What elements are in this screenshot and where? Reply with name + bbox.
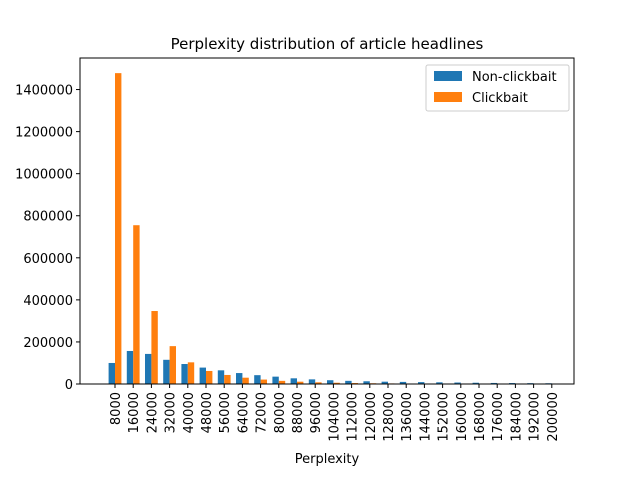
chart-title: Perplexity distribution of article headl… bbox=[171, 35, 484, 53]
bar-clickbait-80000 bbox=[278, 380, 286, 384]
bar-non-clickbait-56000 bbox=[217, 370, 225, 384]
x-tick-label: 96000 bbox=[309, 392, 324, 433]
x-axis: 8000 16000 24000 32000 40000 48000 56000 64000 7… bbox=[109, 384, 561, 442]
legend: Non-clickbait Clickbait bbox=[425, 64, 570, 112]
x-tick-label: 128000 bbox=[382, 392, 397, 442]
x-tick-label: 168000 bbox=[473, 392, 488, 442]
y-tick-label: 800000 bbox=[23, 210, 73, 225]
x-tick-label: 184000 bbox=[509, 392, 524, 442]
y-axis: 0 200000 400000 600000 800000 1000000 1200000 1… bbox=[15, 84, 80, 393]
bar-clickbait-56000 bbox=[224, 374, 231, 384]
bar-non-clickbait-112000 bbox=[345, 380, 352, 384]
bar-non-clickbait-144000 bbox=[418, 382, 425, 384]
y-tick-label: 1000000 bbox=[15, 168, 73, 183]
bar-clickbait-24000 bbox=[151, 311, 158, 384]
x-tick-label: 48000 bbox=[200, 392, 215, 433]
legend-swatch-non-clickbait bbox=[434, 71, 462, 81]
bar-clickbait-16000 bbox=[133, 225, 140, 384]
y-tick-label: 200000 bbox=[23, 336, 73, 351]
bar-non-clickbait-16000 bbox=[126, 350, 134, 384]
bar-non-clickbait-128000 bbox=[381, 381, 388, 384]
x-tick-label: 56000 bbox=[218, 392, 233, 433]
x-tick-label: 144000 bbox=[418, 392, 433, 442]
bar-non-clickbait-72000 bbox=[254, 375, 261, 384]
bar-non-clickbait-48000 bbox=[199, 367, 206, 384]
bar-clickbait-8000 bbox=[115, 73, 122, 384]
bar-non-clickbait-32000 bbox=[163, 359, 170, 384]
x-axis-title: Perplexity bbox=[295, 452, 360, 467]
bar-clickbait-104000 bbox=[333, 382, 340, 384]
bar-non-clickbait-136000 bbox=[399, 381, 407, 384]
x-tick-label: 80000 bbox=[273, 392, 288, 433]
y-tick-label: 600000 bbox=[23, 252, 73, 267]
bar-non-clickbait-176000 bbox=[490, 382, 498, 384]
bar-clickbait-40000 bbox=[187, 362, 195, 384]
legend-label-non-clickbait: Non-clickbait bbox=[472, 70, 557, 85]
bar-non-clickbait-40000 bbox=[181, 364, 188, 384]
bar-non-clickbait-104000 bbox=[327, 380, 334, 384]
x-tick-label: 192000 bbox=[528, 392, 543, 442]
bar-clickbait-64000 bbox=[242, 377, 249, 384]
x-tick-label: 136000 bbox=[400, 392, 415, 442]
x-tick-label: 176000 bbox=[491, 392, 506, 442]
x-tick-label: 24000 bbox=[145, 392, 160, 433]
y-tick-label: 400000 bbox=[23, 294, 73, 309]
x-tick-label: 88000 bbox=[291, 392, 306, 433]
x-tick-label: 120000 bbox=[364, 392, 379, 442]
x-tick-label: 72000 bbox=[255, 392, 270, 433]
legend-swatch-clickbait bbox=[434, 92, 462, 102]
bar-clickbait-88000 bbox=[297, 381, 304, 384]
bar-clickbait-96000 bbox=[315, 382, 322, 384]
x-tick-label: 16000 bbox=[127, 392, 142, 433]
plot-frame bbox=[79, 57, 575, 385]
bar-clickbait-48000 bbox=[206, 370, 213, 384]
y-tick-label: 0 bbox=[65, 378, 73, 393]
x-tick-label: 200000 bbox=[546, 392, 561, 442]
x-tick-label: 8000 bbox=[109, 392, 124, 425]
y-tick-label: 1400000 bbox=[15, 84, 73, 99]
bar-non-clickbait-152000 bbox=[436, 382, 443, 384]
bar-non-clickbait-88000 bbox=[290, 378, 297, 384]
bar-non-clickbait-64000 bbox=[236, 373, 243, 384]
x-tick-label: 152000 bbox=[437, 392, 452, 442]
bar-non-clickbait-168000 bbox=[472, 382, 479, 384]
x-tick-label: 64000 bbox=[236, 392, 251, 433]
y-tick-label: 1200000 bbox=[15, 126, 73, 141]
x-tick-label: 40000 bbox=[182, 392, 197, 433]
bar-non-clickbait-160000 bbox=[454, 382, 461, 384]
bar-non-clickbait-120000 bbox=[363, 381, 370, 384]
legend-label-clickbait: Clickbait bbox=[472, 91, 528, 106]
x-tick-label: 112000 bbox=[346, 392, 361, 442]
bar-clickbait-72000 bbox=[260, 379, 267, 384]
x-tick-label: 32000 bbox=[164, 392, 179, 433]
bar-non-clickbait-96000 bbox=[308, 379, 316, 384]
x-tick-label: 104000 bbox=[327, 392, 342, 442]
bars bbox=[108, 73, 559, 384]
x-tick-label: 160000 bbox=[455, 392, 470, 442]
bar-non-clickbait-8000 bbox=[108, 362, 115, 384]
bar-clickbait-32000 bbox=[169, 346, 176, 384]
bar-non-clickbait-24000 bbox=[145, 353, 152, 384]
bar-non-clickbait-80000 bbox=[272, 376, 279, 384]
